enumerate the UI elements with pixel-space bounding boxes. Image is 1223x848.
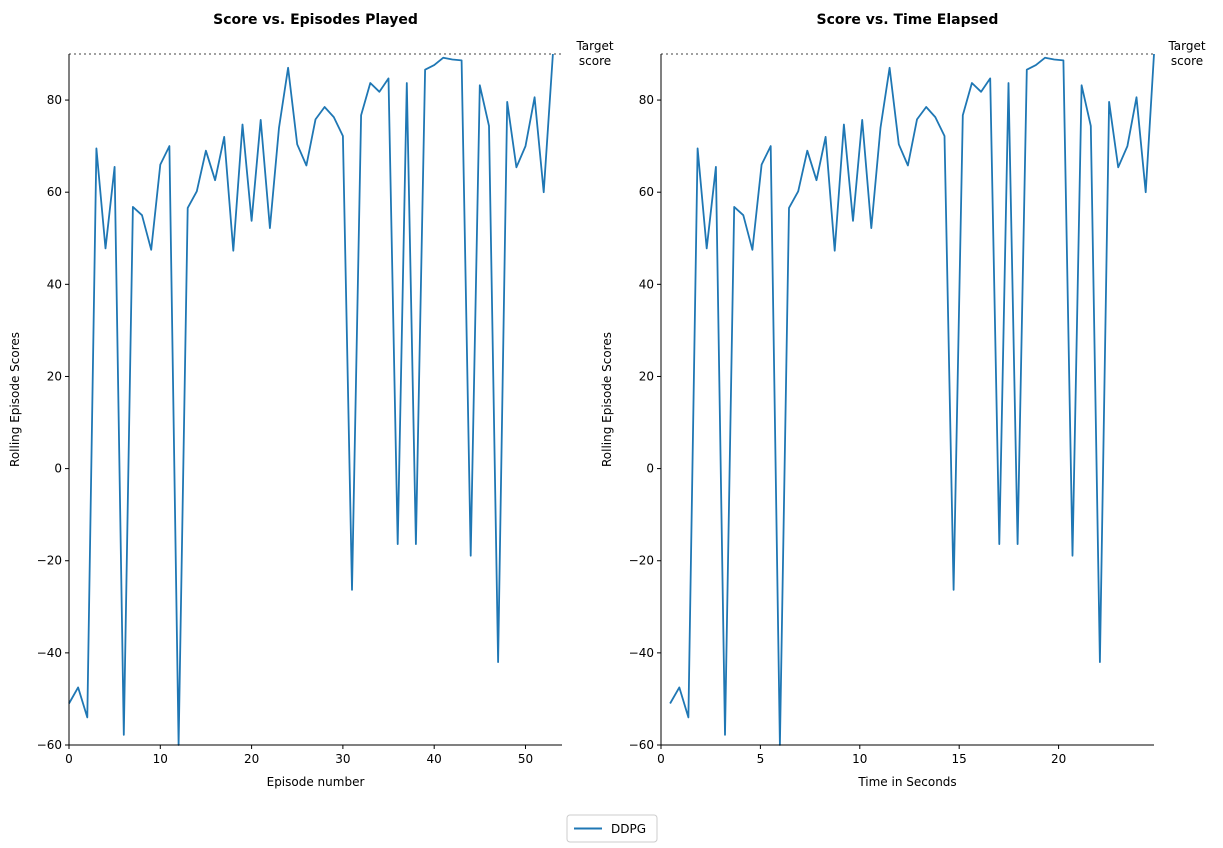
x-tick-label: 50 [518, 752, 533, 766]
y-tick-label: 40 [47, 277, 62, 291]
legend-label: DDPG [611, 822, 646, 836]
x-tick-label: 0 [65, 752, 73, 766]
y-tick-label: 20 [639, 369, 654, 383]
x-tick-label: 0 [657, 752, 665, 766]
x-tick-label: 15 [952, 752, 967, 766]
x-axis-label: Episode number [267, 775, 365, 789]
y-tick-label: 80 [47, 93, 62, 107]
target-score-label: Target [1167, 39, 1205, 53]
x-tick-label: 20 [1051, 752, 1066, 766]
y-tick-label: 80 [639, 93, 654, 107]
legend: DDPG [566, 814, 658, 843]
x-tick-label: 30 [335, 752, 350, 766]
x-tick-label: 5 [757, 752, 765, 766]
x-tick-label: 40 [427, 752, 442, 766]
y-tick-label: −40 [629, 646, 654, 660]
y-tick-label: −20 [629, 554, 654, 568]
x-tick-label: 20 [244, 752, 259, 766]
y-tick-label: 20 [47, 369, 62, 383]
y-tick-label: −40 [37, 646, 62, 660]
x-tick-label: 10 [153, 752, 168, 766]
legend-box [566, 814, 658, 843]
y-tick-label: 60 [47, 185, 62, 199]
y-tick-label: −20 [37, 554, 62, 568]
y-tick-label: 0 [646, 462, 654, 476]
target-score-label: score [1171, 54, 1203, 68]
y-tick-label: 60 [639, 185, 654, 199]
chart-title: Score vs. Episodes Played [213, 12, 418, 28]
y-axis-label: Rolling Episode Scores [600, 332, 614, 467]
x-tick-label: 10 [852, 752, 867, 766]
chart-title: Score vs. Time Elapsed [817, 12, 999, 28]
target-score-label: Target [575, 39, 613, 53]
y-tick-label: −60 [37, 738, 62, 752]
y-tick-label: −60 [629, 738, 654, 752]
y-axis-label: Rolling Episode Scores [8, 332, 22, 467]
target-score-label: score [579, 54, 611, 68]
series-line-ddpg [68, 53, 554, 746]
x-axis-label: Time in Seconds [857, 775, 956, 789]
y-tick-label: 40 [639, 277, 654, 291]
y-tick-label: 0 [54, 462, 62, 476]
series-line-ddpg [669, 53, 1155, 746]
